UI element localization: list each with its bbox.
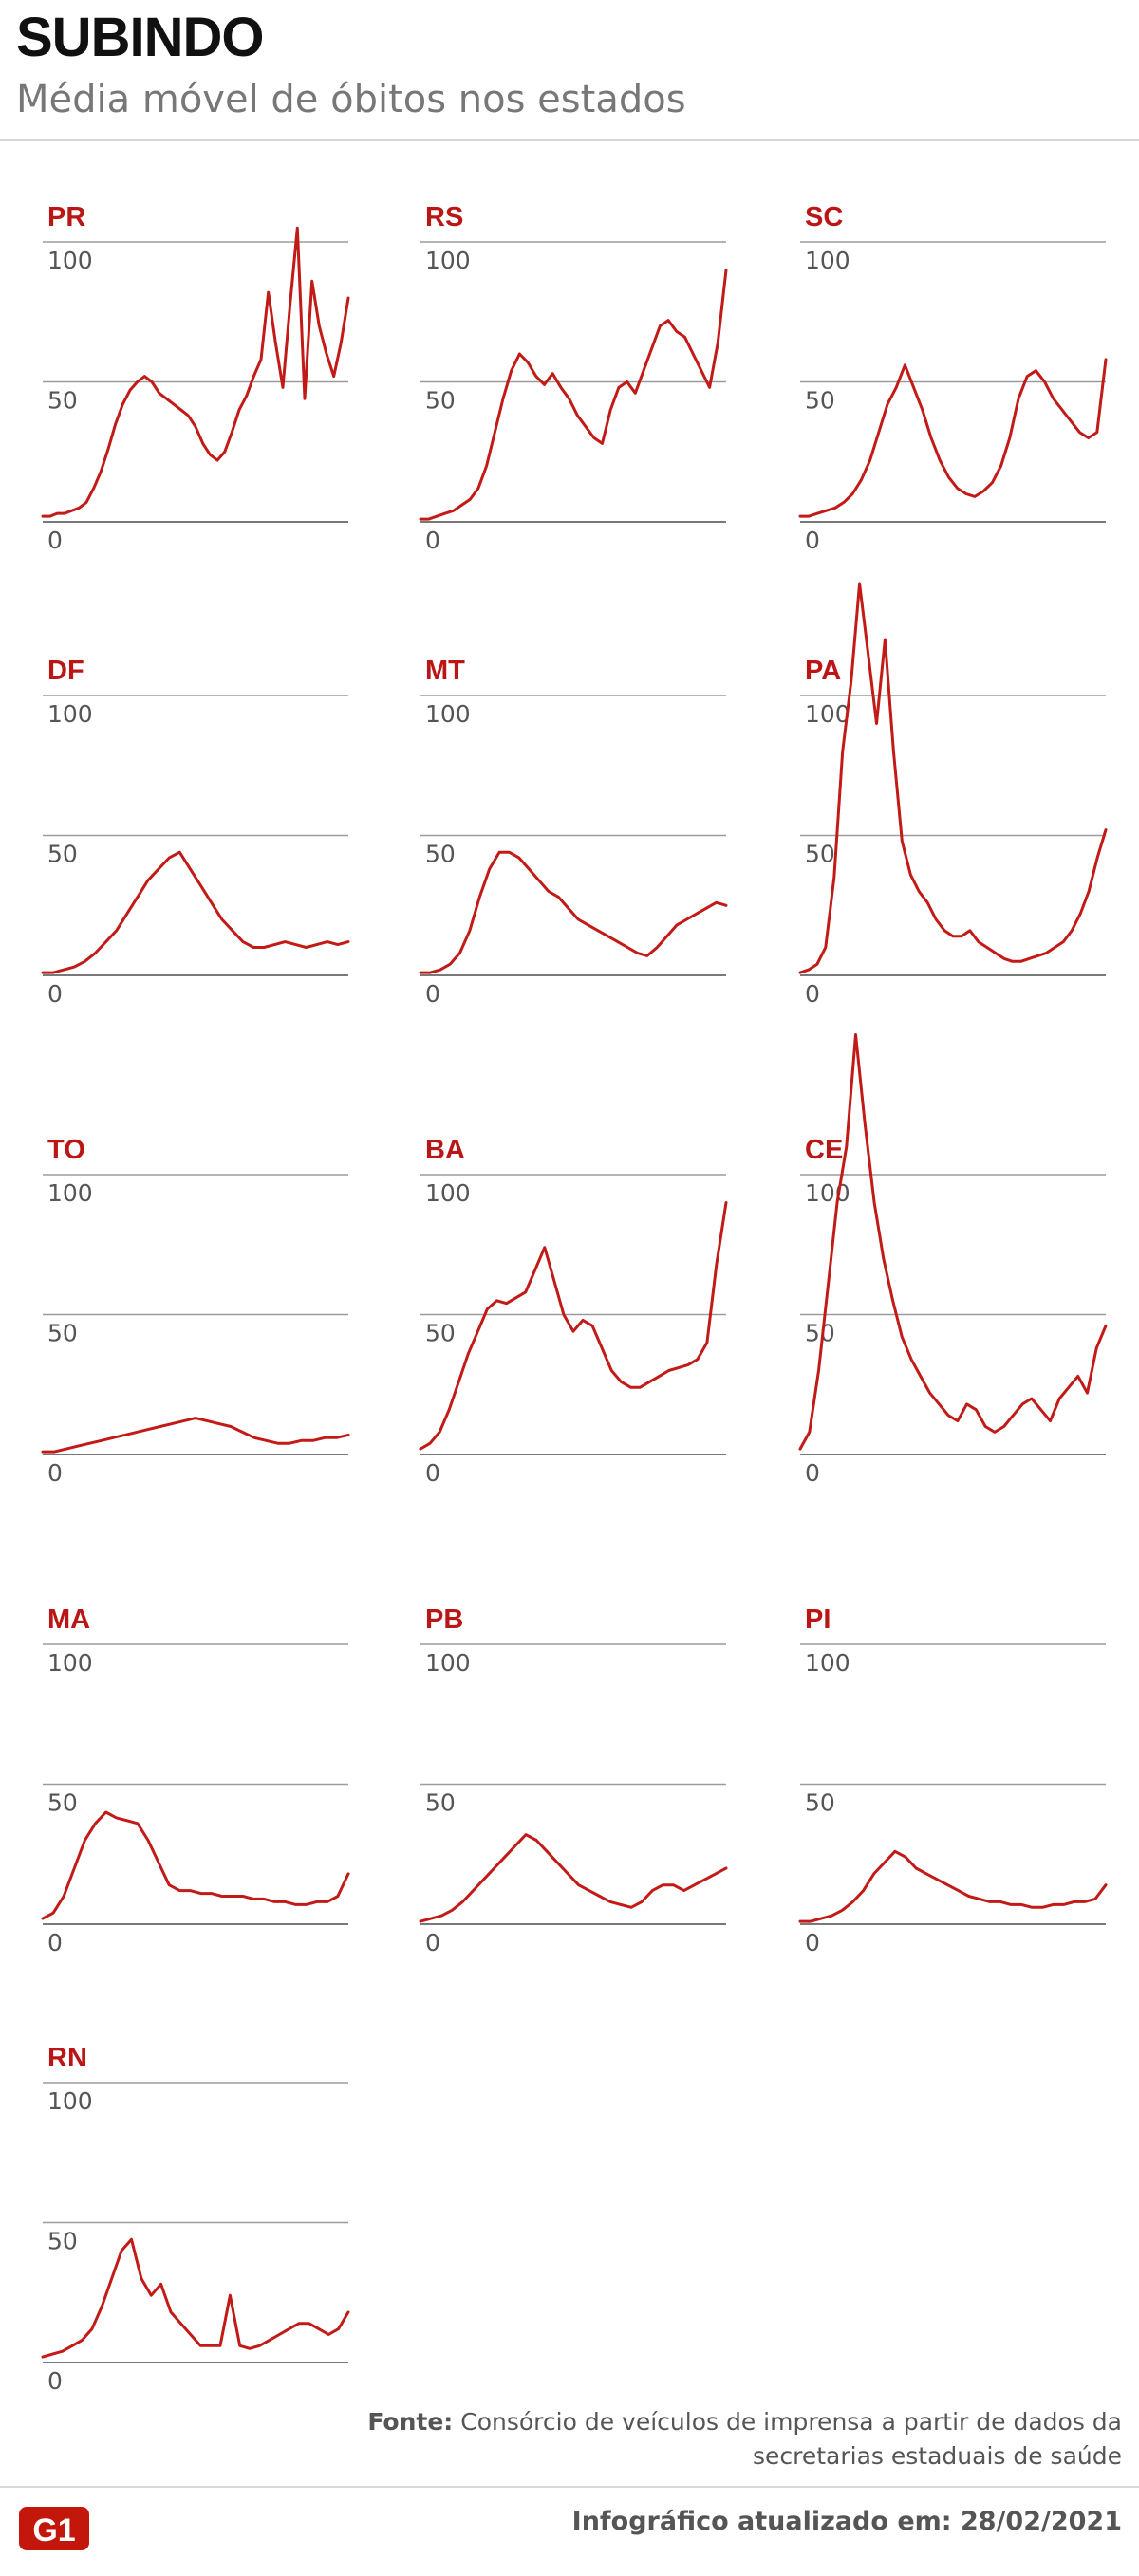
y-tick-label: 100 [47, 1649, 93, 1677]
chart-ce: CE 100 50 0 [798, 1033, 1108, 1487]
chart-ma: MA 100 50 0 [41, 1604, 350, 1956]
y-tick-label: 50 [425, 841, 456, 868]
y-tick-label: 0 [425, 1929, 440, 1956]
state-label: MT [425, 656, 465, 686]
y-tick-label: 50 [805, 1320, 835, 1347]
chart-pa: PA 100 50 0 [798, 582, 1108, 1008]
series-line-pi [798, 1849, 1108, 1923]
series-line-pr [41, 226, 350, 518]
y-tick-label: 50 [47, 1320, 78, 1347]
chart-pr: PR 100 50 0 [41, 202, 350, 554]
series-line-ba [419, 1201, 728, 1451]
y-tick-label: 50 [805, 387, 835, 415]
source-text: Consórcio de veículos de imprensa a part… [460, 2408, 1122, 2470]
y-tick-label: 0 [47, 980, 63, 1008]
chart-mt: MT 100 50 0 [419, 656, 728, 1008]
source-label: Fonte: [367, 2408, 454, 2436]
g1-logo-text: G1 [32, 2512, 75, 2548]
y-tick-label: 100 [47, 2087, 93, 2115]
series-line-sc [798, 358, 1108, 518]
y-tick-label: 0 [805, 1459, 820, 1487]
y-tick-label: 100 [47, 247, 93, 274]
state-label: BA [425, 1135, 465, 1165]
series-line-ce [798, 1033, 1108, 1451]
series-line-rn [41, 2237, 350, 2359]
state-label: PB [425, 1604, 463, 1635]
series-line-mt [419, 850, 728, 974]
state-label: DF [47, 656, 84, 686]
chart-sc: SC 100 50 0 [798, 202, 1108, 554]
y-tick-label: 50 [425, 387, 456, 415]
series-line-to [41, 1417, 350, 1454]
state-label: SC [805, 202, 843, 232]
chart-pb: PB 100 50 0 [419, 1604, 728, 1956]
y-tick-label: 100 [805, 247, 850, 274]
series-line-ma [41, 1810, 350, 1920]
y-tick-label: 0 [47, 1929, 63, 1956]
y-tick-label: 0 [425, 527, 440, 554]
state-label: RN [47, 2043, 87, 2073]
y-tick-label: 50 [47, 1789, 78, 1817]
chart-pi: PI 100 50 0 [798, 1604, 1108, 1956]
state-label: TO [47, 1135, 85, 1165]
state-label: CE [805, 1135, 843, 1165]
update-timestamp: Infográfico atualizado em: 28/02/2021 [571, 2507, 1122, 2536]
y-tick-label: 100 [805, 1649, 850, 1677]
chart-rs: RS 100 50 0 [419, 202, 728, 554]
y-tick-label: 0 [425, 1459, 440, 1487]
y-tick-label: 0 [805, 527, 820, 554]
series-line-pa [798, 582, 1108, 974]
y-tick-label: 0 [47, 527, 63, 554]
series-line-pb [419, 1833, 728, 1923]
series-line-rs [419, 269, 728, 521]
y-tick-label: 100 [47, 1179, 93, 1207]
state-label: PI [805, 1604, 831, 1635]
g1-logo: G1 [19, 2507, 89, 2550]
chart-to: TO 100 50 0 [41, 1135, 350, 1487]
y-tick-label: 0 [805, 1929, 820, 1956]
y-tick-label: 50 [47, 2228, 78, 2255]
state-label: PR [47, 202, 85, 232]
y-tick-label: 100 [425, 247, 471, 274]
y-tick-label: 0 [805, 980, 820, 1008]
y-tick-label: 0 [47, 1459, 63, 1487]
y-tick-label: 100 [425, 1649, 471, 1677]
y-tick-label: 0 [47, 2367, 63, 2395]
chart-ba: BA 100 50 0 [419, 1135, 728, 1487]
page-subtitle: Média móvel de óbitos nos estados [16, 78, 686, 121]
footer-divider [0, 2486, 1139, 2488]
state-label: PA [805, 656, 841, 686]
y-tick-label: 50 [805, 1789, 835, 1817]
state-label: RS [425, 202, 463, 232]
y-tick-label: 50 [47, 387, 78, 415]
y-tick-label: 50 [805, 841, 835, 868]
page-title: SUBINDO [16, 7, 264, 68]
y-tick-label: 100 [47, 700, 93, 728]
y-tick-label: 100 [425, 1179, 471, 1207]
chart-df: DF 100 50 0 [41, 656, 350, 1008]
y-tick-label: 0 [425, 980, 440, 1008]
series-line-df [41, 850, 350, 974]
header-divider [0, 139, 1139, 141]
source-note: Fonte: Consórcio de veículos de imprensa… [363, 2405, 1122, 2474]
state-label: MA [47, 1604, 90, 1635]
y-tick-label: 100 [425, 700, 471, 728]
g1-logo-background [19, 2507, 89, 2550]
y-tick-label: 50 [47, 841, 78, 868]
y-tick-label: 100 [805, 1179, 850, 1207]
chart-rn: RN 100 50 0 [41, 2043, 350, 2395]
y-tick-label: 50 [425, 1320, 456, 1347]
y-tick-label: 50 [425, 1789, 456, 1817]
y-tick-label: 100 [805, 700, 850, 728]
